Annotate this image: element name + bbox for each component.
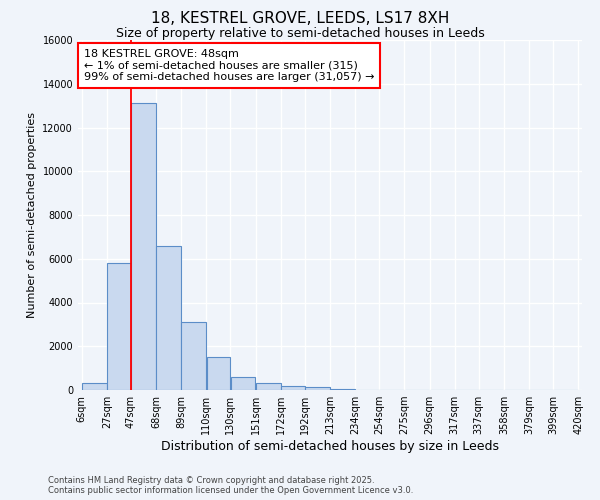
X-axis label: Distribution of semi-detached houses by size in Leeds: Distribution of semi-detached houses by …	[161, 440, 499, 453]
Text: 18 KESTREL GROVE: 48sqm
← 1% of semi-detached houses are smaller (315)
99% of se: 18 KESTREL GROVE: 48sqm ← 1% of semi-det…	[84, 48, 374, 82]
Bar	[107, 263, 131, 390]
Bar	[230, 377, 256, 390]
Bar	[206, 357, 230, 390]
Bar	[156, 246, 181, 390]
Bar	[256, 384, 281, 390]
Bar	[181, 322, 206, 390]
Y-axis label: Number of semi-detached properties: Number of semi-detached properties	[27, 112, 37, 318]
Bar	[131, 104, 156, 390]
Text: Size of property relative to semi-detached houses in Leeds: Size of property relative to semi-detach…	[116, 28, 484, 40]
Bar	[82, 384, 107, 390]
Text: 18, KESTREL GROVE, LEEDS, LS17 8XH: 18, KESTREL GROVE, LEEDS, LS17 8XH	[151, 11, 449, 26]
Text: Contains HM Land Registry data © Crown copyright and database right 2025.
Contai: Contains HM Land Registry data © Crown c…	[48, 476, 413, 495]
Bar	[330, 389, 355, 390]
Bar	[305, 388, 330, 390]
Bar	[281, 386, 305, 390]
